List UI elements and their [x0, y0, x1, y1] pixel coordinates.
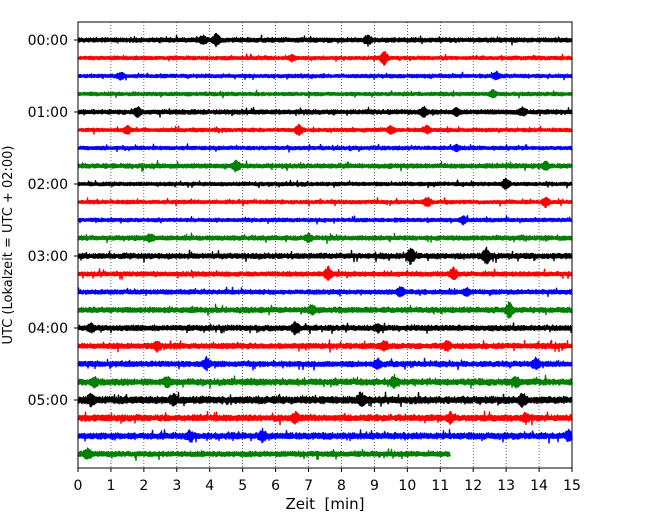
y-tick-label: 02:00 [28, 177, 68, 193]
x-tick-label: 7 [304, 478, 313, 494]
seismogram-trace [77, 123, 573, 136]
y-tick-label: 00:00 [28, 33, 68, 49]
seismogram-trace [77, 177, 573, 190]
y-tick-label: 04:00 [28, 321, 68, 337]
x-tick-label: 13 [497, 478, 515, 494]
seismogram-trace [77, 70, 573, 81]
x-axis: 0 1 2 3 4 5 6 7 8 9 10 11 12 13 14 15 [74, 468, 581, 494]
seismogram-trace [77, 356, 573, 372]
seismogram-trace [77, 286, 573, 298]
seismogram-trace [77, 196, 573, 208]
x-tick-label: 12 [464, 478, 482, 494]
seismogram-trace [77, 447, 451, 461]
x-tick-label: 15 [563, 478, 581, 494]
y-axis-label: UTC (Lokalzeit = UTC + 02:00) [1, 146, 16, 345]
seismogram-trace [77, 301, 573, 319]
seismogram-trace [77, 410, 573, 426]
seismogram-trace [77, 232, 573, 244]
x-tick-label: 11 [431, 478, 449, 494]
seismogram-trace [77, 339, 573, 353]
seismogram-trace [77, 321, 573, 336]
seismogram-trace [77, 159, 573, 173]
seismogram-trace [77, 215, 573, 226]
seismogram-trace [77, 33, 573, 48]
seismogram-trace [77, 106, 573, 118]
seismogram-trace [77, 246, 573, 265]
x-tick-label: 9 [370, 478, 379, 494]
x-axis-label: Zeit [min] [285, 495, 364, 513]
plot-frame [77, 21, 573, 469]
y-tick-label: 01:00 [28, 105, 68, 121]
x-tick-label: 2 [139, 478, 148, 494]
x-tick-label: 10 [398, 478, 416, 494]
x-tick-label: 0 [74, 478, 83, 494]
seismogram-trace [77, 89, 573, 99]
x-tick-label: 4 [205, 478, 214, 494]
seismogram-trace [77, 51, 573, 66]
seismogram-trace [77, 265, 573, 282]
y-tick-label: 03:00 [28, 249, 68, 265]
x-tick-label: 3 [172, 478, 181, 494]
y-axis: 00:00 01:00 02:00 03:00 04:00 05:00 [28, 33, 78, 409]
x-grid [110, 22, 540, 468]
x-tick-label: 5 [238, 478, 247, 494]
traces [77, 33, 573, 461]
seismogram-trace [77, 143, 573, 153]
seismogram-trace [77, 374, 573, 390]
x-tick-label: 1 [106, 478, 115, 494]
seismogram-trace [77, 427, 573, 444]
y-tick-label: 05:00 [28, 393, 68, 409]
x-tick-label: 6 [271, 478, 280, 494]
x-tick-label: 14 [530, 478, 548, 494]
x-tick-label: 8 [337, 478, 346, 494]
seismogram-trace [77, 391, 573, 408]
